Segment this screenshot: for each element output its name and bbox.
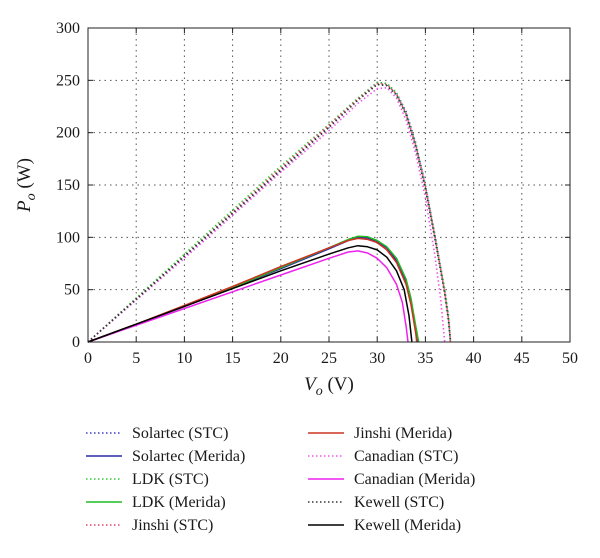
series-line <box>87 235 420 343</box>
x-tick-label: 40 <box>466 350 482 367</box>
legend: Solartec (STC) Solartec (Merida) LDK (STC)… <box>86 425 475 534</box>
x-tick-label: 15 <box>225 350 241 367</box>
x-tick-label: 35 <box>417 350 433 367</box>
legend-label: Jinshi (STC) <box>132 517 213 534</box>
x-tick-label: 50 <box>562 350 578 367</box>
y-tick-label: 50 <box>64 282 80 299</box>
series-line <box>87 81 452 343</box>
legend-label: Canadian (STC) <box>354 448 458 465</box>
legend-label: Solartec (Merida) <box>132 448 245 465</box>
series-lines <box>87 81 452 343</box>
legend-label: LDK (Merida) <box>132 494 226 511</box>
legend-label: Solartec (STC) <box>132 425 228 442</box>
y-tick-label: 0 <box>72 334 80 351</box>
y-tick-label: 300 <box>56 20 80 37</box>
y-tick-label: 250 <box>56 72 80 89</box>
legend-label: Kewell (STC) <box>354 494 444 511</box>
y-tick-label: 100 <box>56 229 80 246</box>
series-line <box>87 86 446 343</box>
x-tick-label: 5 <box>132 350 140 367</box>
x-tick-label: 10 <box>176 350 192 367</box>
series-line <box>87 250 409 343</box>
legend-label: Jinshi (Merida) <box>354 425 452 442</box>
legend-label: Kewell (Merida) <box>354 517 461 534</box>
y-tick-label: 200 <box>56 125 80 142</box>
y-axis-label: Po (W) <box>14 158 39 213</box>
y-tick-label: 150 <box>56 177 80 194</box>
x-tick-label: 25 <box>321 350 337 367</box>
x-tick-label: 45 <box>514 350 530 367</box>
x-tick-label: 20 <box>273 350 289 367</box>
grid <box>88 28 570 342</box>
series-line <box>87 81 452 343</box>
series-line <box>87 244 413 343</box>
series-line <box>87 237 418 343</box>
legend-label: Canadian (Merida) <box>354 471 475 488</box>
axis-ticks: 0 5 10 15 20 25 30 35 40 45 50 0 50 100 150 200 250 300 <box>56 20 578 367</box>
series-line <box>87 82 452 343</box>
legend-label: LDK (STC) <box>132 471 209 488</box>
series-line <box>87 83 452 343</box>
x-tick-label: 30 <box>369 350 385 367</box>
x-tick-label: 0 <box>84 350 92 367</box>
x-axis-label: Vo (V) <box>304 374 354 399</box>
